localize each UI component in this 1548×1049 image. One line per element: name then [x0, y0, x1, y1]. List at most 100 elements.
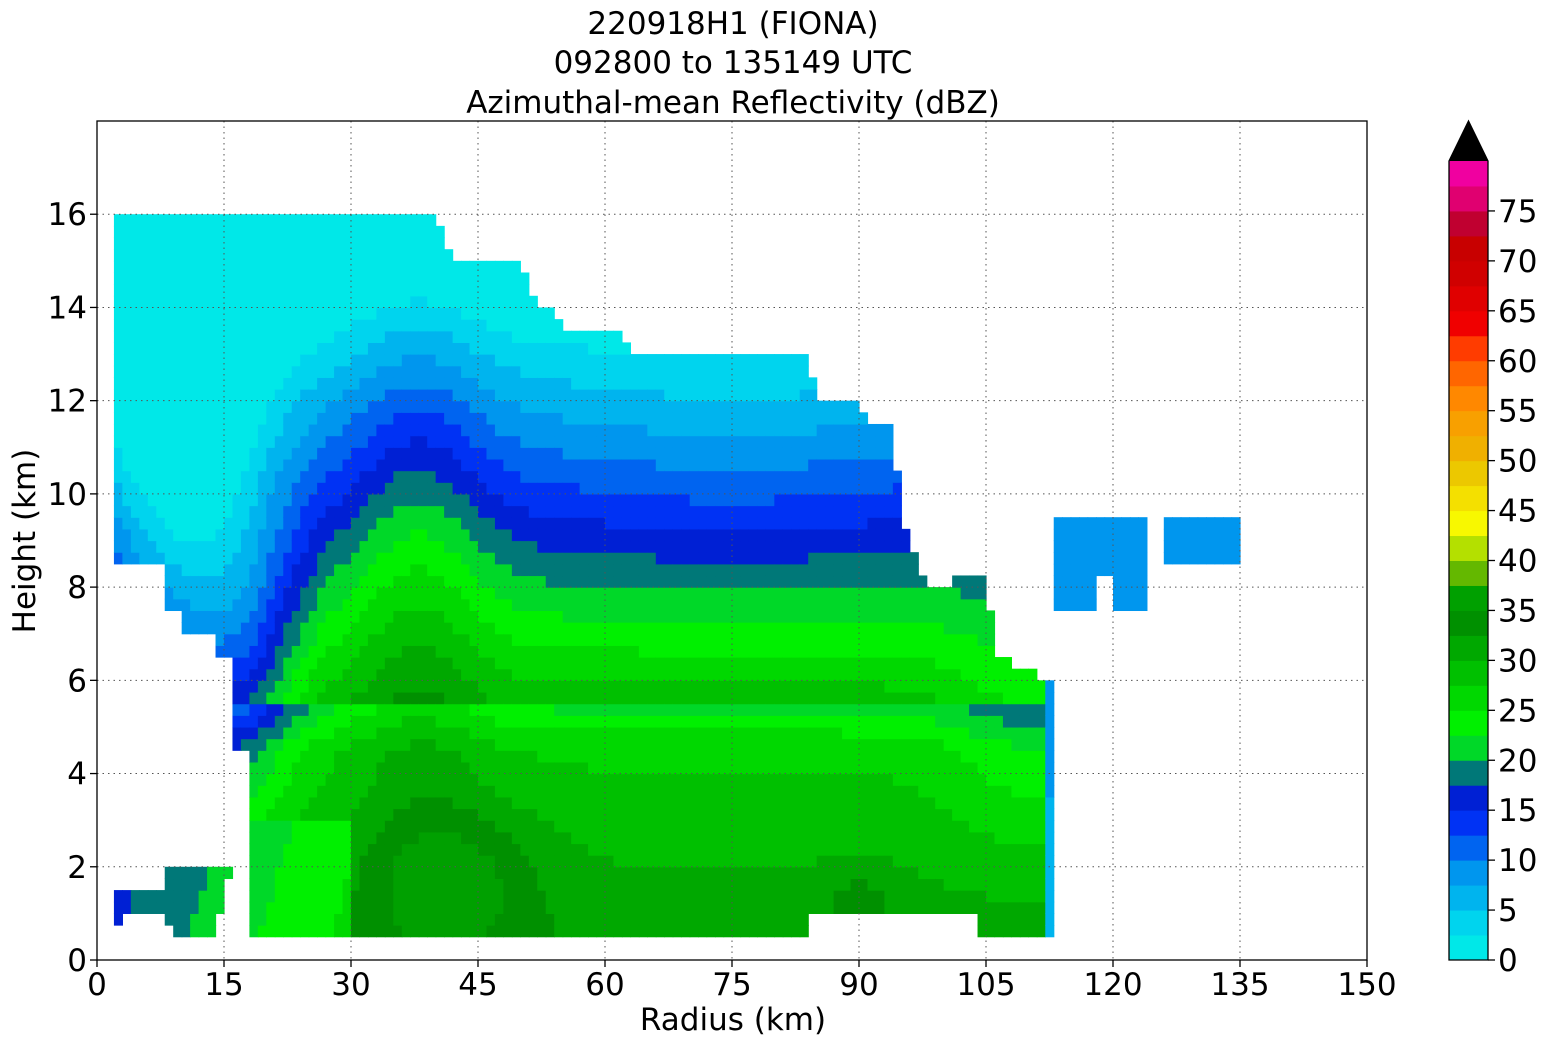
- reflectivity-cell: [545, 552, 555, 565]
- reflectivity-cell: [562, 505, 572, 518]
- reflectivity-cell: [376, 866, 386, 880]
- reflectivity-cell: [342, 458, 352, 472]
- reflectivity-cell: [325, 785, 335, 798]
- reflectivity-cell: [528, 365, 538, 378]
- reflectivity-cell: [791, 505, 801, 518]
- reflectivity-cell: [503, 668, 513, 681]
- reflectivity-cell: [740, 831, 750, 845]
- reflectivity-cell: [647, 866, 657, 880]
- reflectivity-cell: [478, 866, 488, 880]
- reflectivity-cell: [715, 412, 725, 425]
- reflectivity-cell: [207, 517, 217, 530]
- reflectivity-cell: [579, 750, 589, 763]
- reflectivity-cell: [486, 517, 496, 530]
- reflectivity-cell: [469, 505, 479, 518]
- reflectivity-cell: [901, 587, 911, 600]
- reflectivity-cell: [266, 773, 276, 786]
- reflectivity-cell: [291, 703, 301, 716]
- reflectivity-cell: [528, 866, 538, 880]
- reflectivity-cell: [605, 633, 615, 646]
- reflectivity-cell: [478, 773, 488, 786]
- reflectivity-cell: [757, 878, 767, 891]
- reflectivity-cell: [283, 855, 293, 868]
- reflectivity-cell: [689, 447, 699, 460]
- reflectivity-cell: [283, 808, 293, 821]
- reflectivity-cell: [461, 307, 471, 320]
- reflectivity-cell: [283, 377, 293, 390]
- reflectivity-cell: [461, 587, 471, 600]
- reflectivity-cell: [952, 750, 962, 763]
- reflectivity-cell: [427, 540, 437, 553]
- reflectivity-cell: [545, 377, 555, 390]
- reflectivity-cell: [342, 225, 352, 239]
- reflectivity-cell: [562, 342, 572, 355]
- reflectivity-cell: [875, 715, 885, 728]
- reflectivity-cell: [215, 622, 225, 635]
- reflectivity-cell: [825, 843, 835, 856]
- reflectivity-cell: [283, 715, 293, 728]
- reflectivity-cell: [638, 726, 648, 740]
- reflectivity-cell: [859, 563, 869, 577]
- reflectivity-cell: [130, 423, 140, 437]
- reflectivity-cell: [334, 925, 344, 938]
- reflectivity-cell: [647, 715, 657, 728]
- reflectivity-cell: [452, 633, 462, 646]
- reflectivity-cell: [596, 423, 606, 437]
- reflectivity-cell: [469, 354, 479, 367]
- reflectivity-cell: [308, 785, 318, 798]
- reflectivity-cell: [638, 831, 648, 845]
- reflectivity-cell: [249, 668, 259, 681]
- reflectivity-cell: [706, 505, 716, 518]
- reflectivity-cell: [232, 540, 242, 553]
- reflectivity-cell: [664, 855, 674, 868]
- reflectivity-cell: [317, 575, 327, 588]
- reflectivity-cell: [376, 435, 386, 448]
- reflectivity-cell: [875, 773, 885, 786]
- reflectivity-cell: [342, 925, 352, 938]
- reflectivity-cell: [325, 563, 335, 577]
- reflectivity-cell: [732, 890, 742, 903]
- reflectivity-cell: [918, 622, 928, 635]
- reflectivity-cell: [334, 295, 344, 309]
- reflectivity-cell: [825, 470, 835, 483]
- reflectivity-cell: [926, 715, 936, 728]
- reflectivity-cell: [300, 307, 310, 320]
- reflectivity-cell: [875, 878, 885, 891]
- reflectivity-cell: [503, 330, 513, 343]
- reflectivity-cell: [689, 365, 699, 378]
- reflectivity-cell: [579, 726, 589, 740]
- reflectivity-cell: [393, 482, 403, 495]
- reflectivity-cell: [325, 342, 335, 355]
- reflectivity-cell: [494, 796, 504, 810]
- reflectivity-cell: [410, 284, 420, 297]
- reflectivity-cell: [875, 726, 885, 740]
- reflectivity-cell: [334, 435, 344, 448]
- reflectivity-cell: [723, 389, 733, 402]
- reflectivity-cell: [486, 901, 496, 914]
- reflectivity-cell: [952, 843, 962, 856]
- reflectivity-cell: [478, 319, 488, 332]
- reflectivity-cell: [130, 389, 140, 402]
- reflectivity-cell: [257, 552, 267, 565]
- reflectivity-cell: [808, 563, 818, 577]
- reflectivity-cell: [164, 482, 174, 495]
- reflectivity-cell: [342, 540, 352, 553]
- reflectivity-cell: [240, 284, 250, 297]
- reflectivity-cell: [359, 260, 369, 274]
- reflectivity-cell: [418, 796, 428, 810]
- reflectivity-cell: [528, 622, 538, 635]
- reflectivity-cell: [156, 377, 166, 390]
- reflectivity-cell: [545, 703, 555, 716]
- reflectivity-cell: [892, 587, 902, 600]
- reflectivity-cell: [748, 365, 758, 378]
- reflectivity-cell: [410, 400, 420, 413]
- reflectivity-cell: [562, 925, 572, 938]
- reflectivity-cell: [494, 831, 504, 845]
- reflectivity-cell: [257, 377, 267, 390]
- reflectivity-cell: [935, 843, 945, 856]
- reflectivity-cell: [147, 249, 157, 262]
- reflectivity-cell: [554, 715, 564, 728]
- reflectivity-cell: [605, 761, 615, 775]
- reflectivity-cell: [638, 517, 648, 530]
- reflectivity-cell: [867, 668, 877, 681]
